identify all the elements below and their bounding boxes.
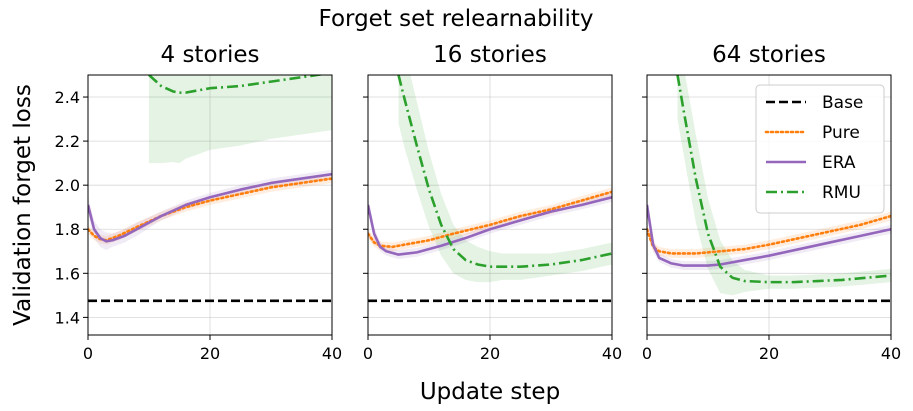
panel-title: 4 stories bbox=[161, 42, 260, 68]
series-line-era bbox=[647, 204, 891, 267]
y-tick-label: 2.2 bbox=[55, 132, 80, 151]
x-tick-label: 20 bbox=[200, 344, 220, 363]
series-band-pure bbox=[647, 211, 891, 258]
series-line-rmu bbox=[148, 75, 326, 94]
x-tick-label: 40 bbox=[881, 344, 901, 363]
series-line-rmu bbox=[397, 75, 612, 268]
x-tick-label: 40 bbox=[322, 344, 342, 363]
x-tick-label: 0 bbox=[363, 344, 373, 363]
figure-title: Forget set relearnability bbox=[319, 6, 594, 32]
legend-frame bbox=[755, 84, 885, 214]
series-line-era bbox=[88, 172, 332, 243]
panel-16-stories: 16 stories 0 20 40 bbox=[363, 42, 622, 363]
legend-label-base: Base bbox=[822, 93, 863, 113]
series-band-rmu bbox=[398, 75, 612, 283]
x-tick-label: 20 bbox=[759, 344, 779, 363]
y-tick-label: 2.4 bbox=[55, 88, 80, 107]
panel-title: 16 stories bbox=[433, 42, 547, 68]
plot-area bbox=[647, 75, 891, 303]
plot-area bbox=[88, 75, 332, 303]
series-band-pure bbox=[368, 187, 612, 252]
legend: Base Pure ERA RMU bbox=[755, 84, 885, 214]
series-band-rmu bbox=[149, 75, 332, 164]
legend-label-pure: Pure bbox=[822, 123, 860, 143]
x-tick-label: 0 bbox=[642, 344, 652, 363]
legend-label-rmu: RMU bbox=[822, 183, 861, 203]
y-axis-label: Validation forget loss bbox=[10, 84, 36, 326]
x-tick-label: 0 bbox=[83, 344, 93, 363]
panel-4-stories: 4 stories 0 20 40 1.4 1.6 1.8 2.0 2.2 2.4 bbox=[55, 42, 343, 363]
plot-area bbox=[368, 75, 612, 303]
panel-title: 64 stories bbox=[712, 42, 826, 68]
y-tick-label: 1.8 bbox=[55, 220, 80, 239]
legend-label-era: ERA bbox=[822, 153, 856, 173]
x-axis-label: Update step bbox=[420, 379, 560, 405]
x-tick-label: 20 bbox=[480, 344, 500, 363]
series-line-era bbox=[368, 196, 612, 256]
series-band-pure bbox=[88, 174, 332, 245]
y-tick-label: 1.6 bbox=[55, 264, 80, 283]
y-tick-label: 2.0 bbox=[55, 176, 80, 195]
series-line-pure bbox=[647, 214, 891, 255]
series-band-rmu bbox=[677, 75, 891, 296]
y-tick-label: 1.4 bbox=[55, 308, 80, 327]
x-tick-label: 40 bbox=[602, 344, 622, 363]
series-line-rmu bbox=[676, 75, 891, 284]
